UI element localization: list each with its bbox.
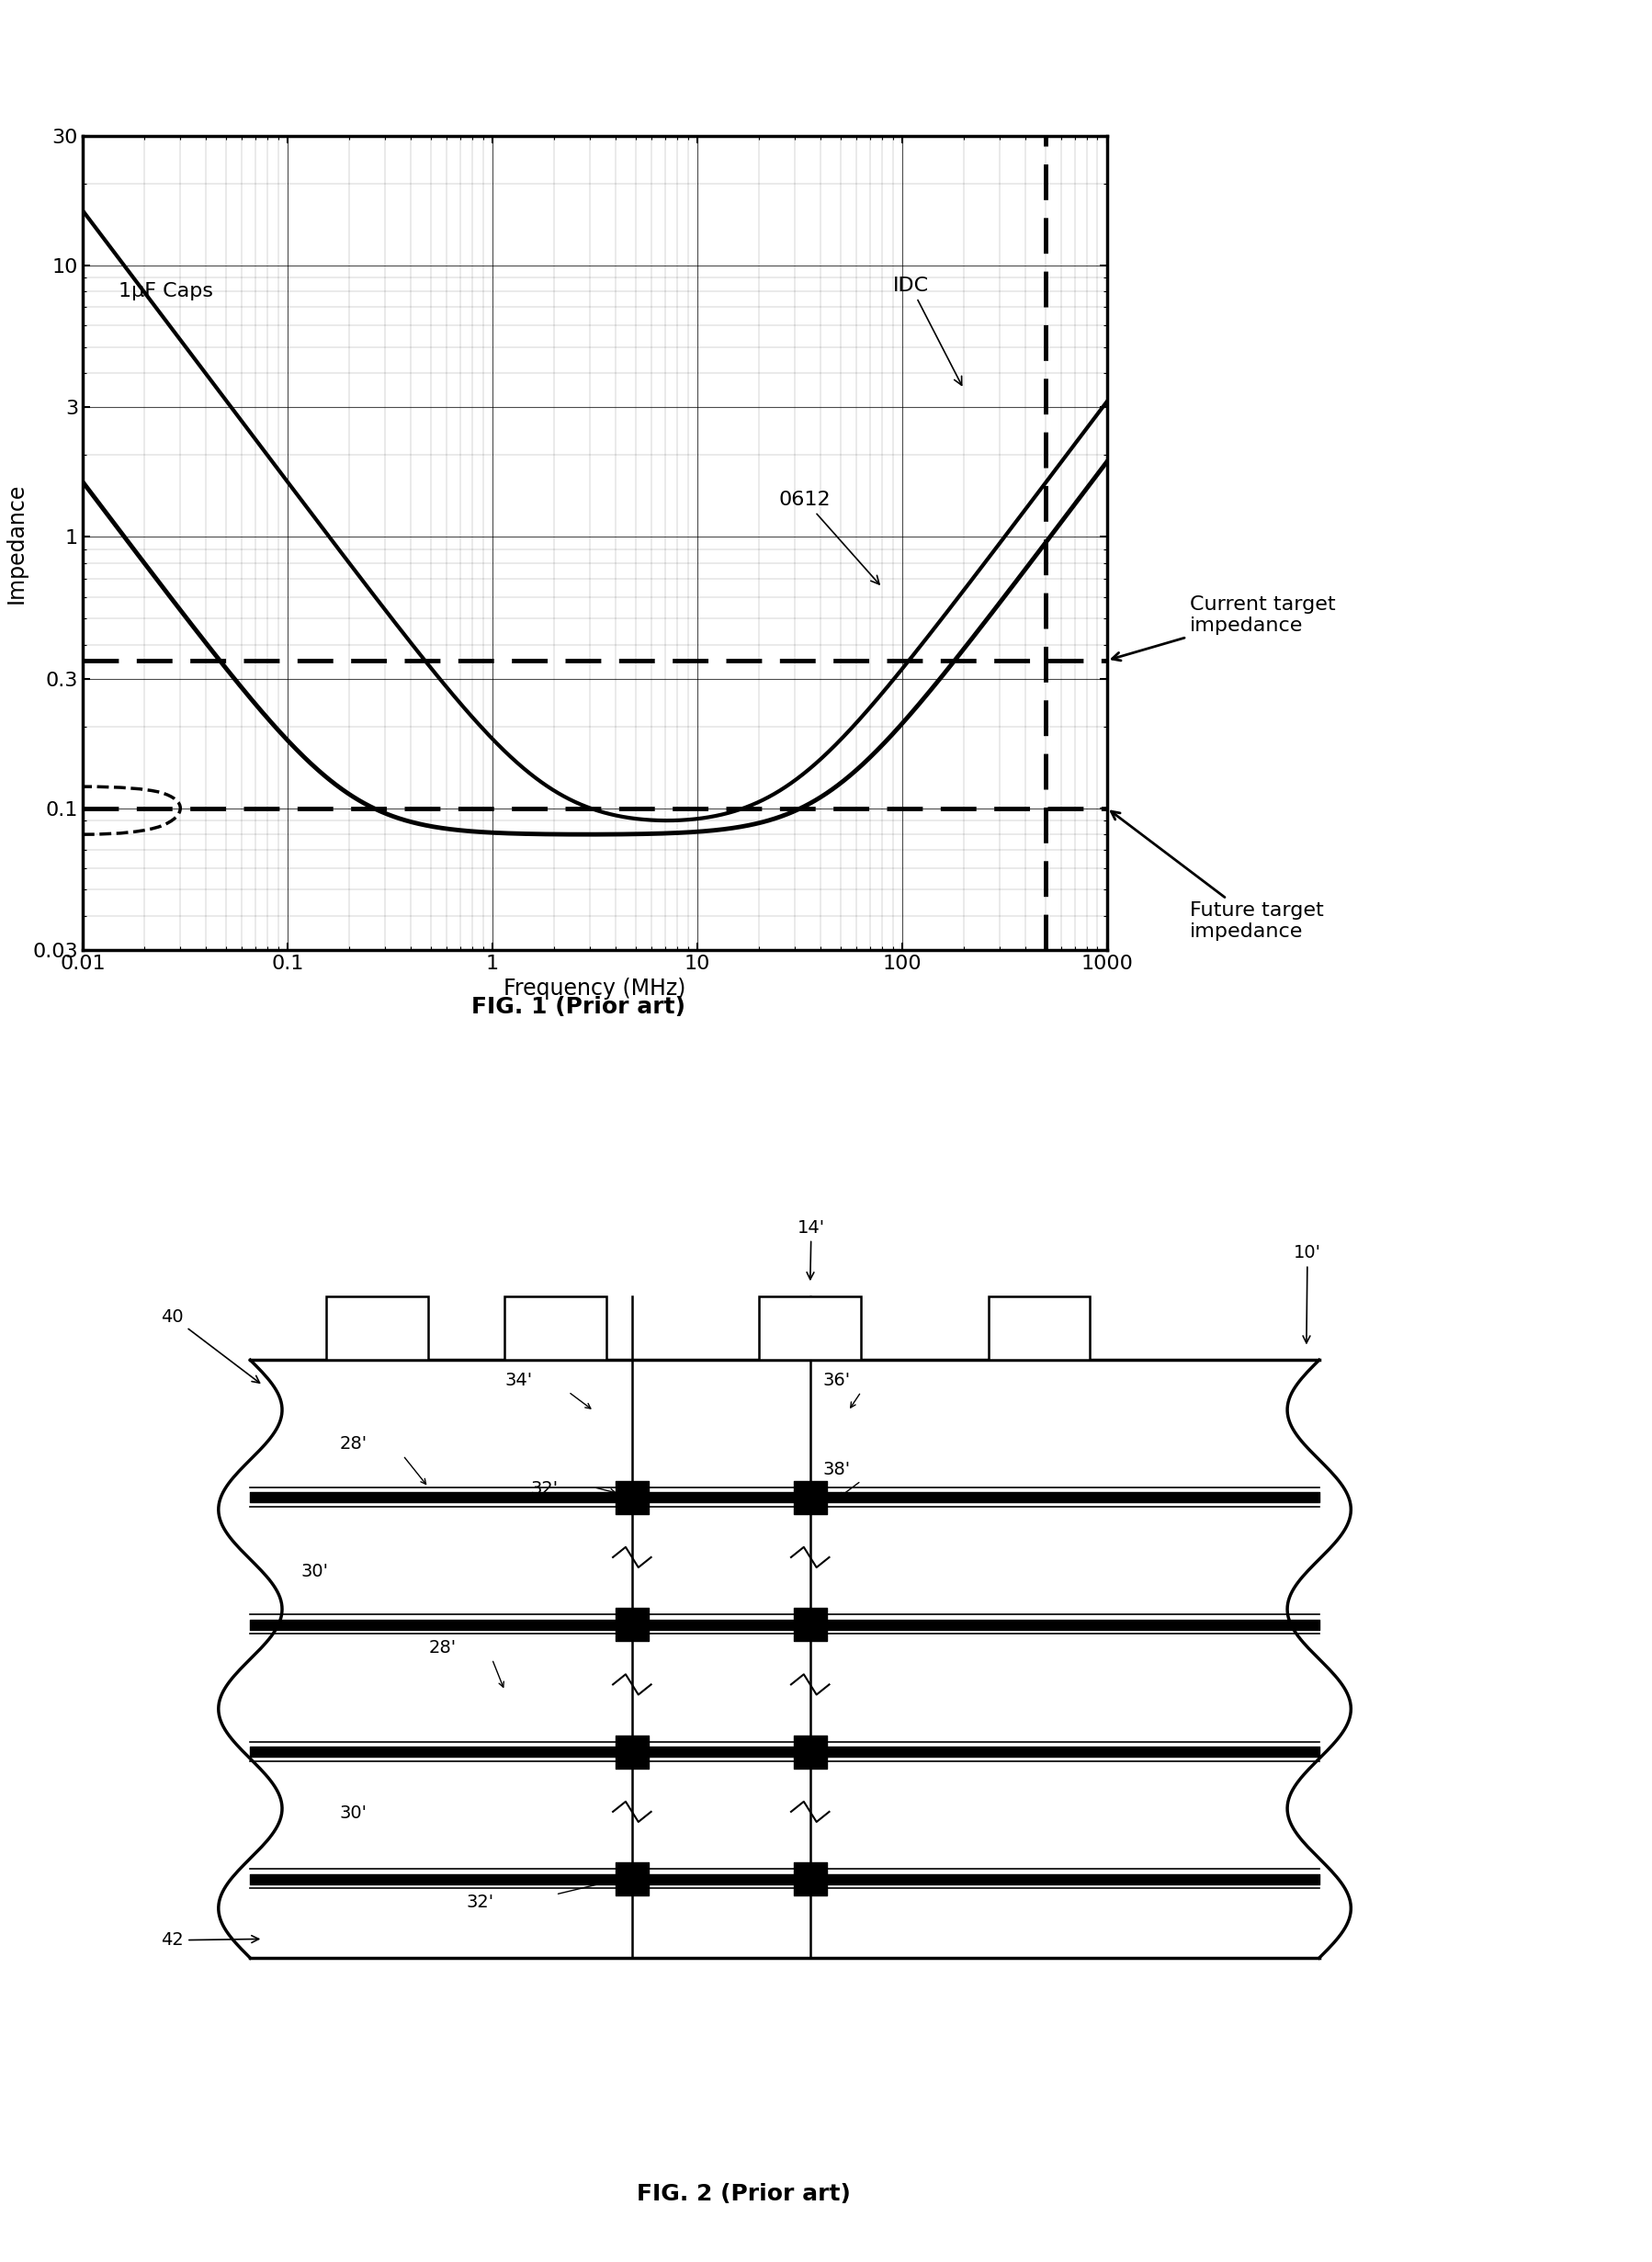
Bar bbox=[327, 1296, 428, 1359]
Text: 38': 38' bbox=[823, 1461, 851, 1477]
Text: Future target
impedance: Future target impedance bbox=[1112, 812, 1323, 941]
Text: 32': 32' bbox=[466, 1893, 494, 1911]
Text: 34': 34' bbox=[506, 1371, 532, 1389]
Text: 10': 10' bbox=[1294, 1244, 1322, 1344]
Text: FIG. 2 (Prior art): FIG. 2 (Prior art) bbox=[636, 2183, 851, 2205]
Bar bbox=[506, 1296, 606, 1359]
Bar bbox=[988, 1296, 1090, 1359]
Text: 36': 36' bbox=[823, 1371, 851, 1389]
Text: 28': 28' bbox=[339, 1436, 367, 1452]
Text: 42: 42 bbox=[162, 1932, 259, 1950]
Text: IDC: IDC bbox=[892, 276, 961, 385]
Text: 0612: 0612 bbox=[778, 491, 879, 584]
Text: 32': 32' bbox=[530, 1479, 558, 1497]
Text: 40: 40 bbox=[162, 1307, 259, 1382]
Text: FIG. 1 (Prior art): FIG. 1 (Prior art) bbox=[471, 995, 686, 1018]
Text: 14': 14' bbox=[798, 1219, 824, 1280]
Text: 1μF Caps: 1μF Caps bbox=[119, 283, 213, 301]
Text: Current target
impedance: Current target impedance bbox=[1112, 595, 1335, 661]
Text: 30': 30' bbox=[301, 1563, 329, 1579]
X-axis label: Frequency (MHz): Frequency (MHz) bbox=[504, 977, 686, 1000]
Y-axis label: Impedance: Impedance bbox=[5, 482, 28, 604]
Text: 28': 28' bbox=[428, 1640, 456, 1656]
Bar bbox=[760, 1296, 861, 1359]
Text: 30': 30' bbox=[339, 1805, 367, 1821]
